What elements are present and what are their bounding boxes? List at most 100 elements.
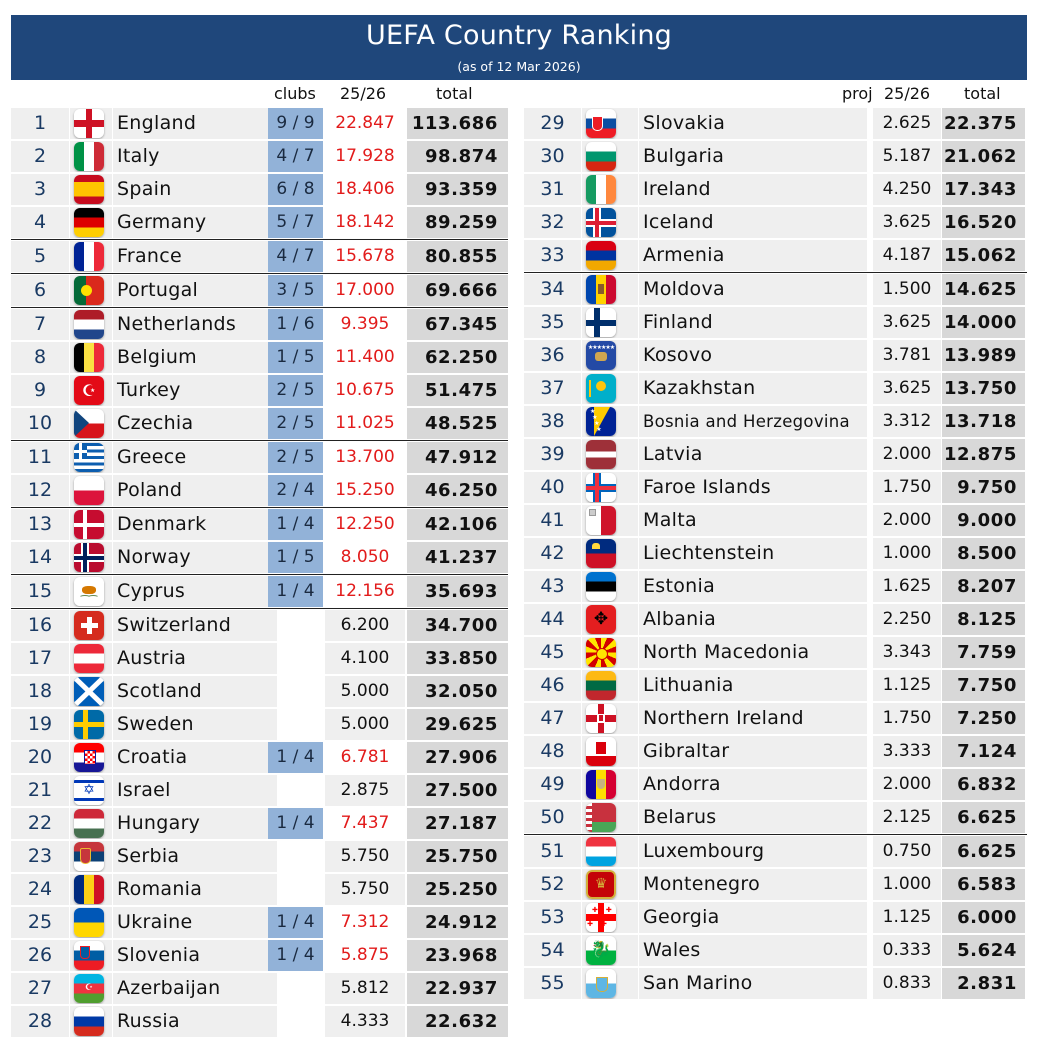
flag-cell: [70, 408, 112, 439]
flag-cell: ✡: [70, 775, 112, 806]
season-points: 5.875: [340, 945, 390, 965]
table-row: 37 Kazakhstan 3.625 13.750: [524, 372, 1027, 405]
clubs-cell: 1 / 4: [268, 576, 323, 607]
clubs-cell: 2 / 5: [268, 375, 323, 406]
rank-cell: 43: [524, 571, 581, 602]
flag-cell: [582, 207, 638, 238]
flag-cell: [70, 442, 112, 473]
clubs-cell: [268, 709, 323, 740]
total-points: 24.912: [407, 907, 508, 938]
moldova-flag-icon: [586, 275, 616, 304]
rank-cell: 30: [524, 141, 581, 172]
clubs-cell: [268, 643, 323, 674]
season-points: 11.025: [335, 413, 395, 433]
total-points: 47.912: [407, 442, 508, 473]
country-name: Denmark: [113, 509, 277, 540]
georgia-flag-icon: ✚✚✚✚: [586, 903, 616, 932]
season-points: 5.000: [325, 709, 405, 740]
page-title: UEFA Country Ranking: [366, 20, 672, 51]
projected-points: 1.750: [873, 472, 941, 503]
country-name: Switzerland: [113, 610, 277, 641]
switzerland-flag-icon: [74, 611, 104, 640]
country-name: Slovenia: [113, 940, 277, 971]
table-row: 13 Denmark 1 / 4 12.250 42.106: [11, 507, 508, 541]
rank-cell: 37: [524, 373, 581, 404]
liechtenstein-flag-icon: [586, 539, 616, 568]
total-points: 33.850: [407, 643, 508, 674]
flag-cell: [582, 670, 638, 701]
flag-cell: [70, 108, 112, 139]
total-points: 22.632: [407, 1006, 508, 1037]
total-points: 27.906: [407, 742, 508, 773]
rank-cell: 17: [11, 643, 69, 674]
country-name: Albania: [639, 604, 867, 635]
rank-cell: 40: [524, 472, 581, 503]
faroe-islands-flag-icon: [586, 473, 616, 502]
country-name: Wales: [639, 935, 867, 966]
season-column-header: 25/26: [340, 84, 387, 103]
turkey-flag-icon: ☪: [74, 376, 104, 405]
flag-cell: ♛: [582, 869, 638, 900]
table-row: 22 Hungary 1 / 4 7.437 27.187: [11, 807, 508, 840]
total-points: 8.207: [942, 571, 1025, 602]
total-points: 13.718: [942, 406, 1025, 437]
rank-cell: 3: [11, 174, 69, 205]
rank-cell: 53: [524, 902, 581, 933]
total-points: 2.831: [942, 968, 1025, 999]
clubs-cell: 2 / 4: [268, 475, 323, 506]
table-row: 20 Croatia 1 / 4 6.781 27.906: [11, 741, 508, 774]
country-name: Gibraltar: [639, 736, 867, 767]
season-points: 5.750: [325, 874, 405, 905]
rank-cell: 48: [524, 736, 581, 767]
projected-points: 1.125: [873, 902, 941, 933]
projected-points: 2.125: [873, 802, 941, 833]
rank-cell: 29: [524, 108, 581, 139]
table-row: 51 Luxembourg 0.750 6.625: [524, 834, 1027, 868]
flag-cell: [582, 736, 638, 767]
clubs-cell: [268, 775, 323, 806]
table-row: 38 ★ ★ ★ ★ Bosnia and Herzegovina 3.312 13.7…: [524, 405, 1027, 438]
rank-cell: 18: [11, 676, 69, 707]
rank-cell: 41: [524, 505, 581, 536]
projected-points: 1.625: [873, 571, 941, 602]
total-points: 7.750: [942, 670, 1025, 701]
country-name: Andorra: [639, 769, 867, 800]
sweden-flag-icon: [74, 710, 104, 739]
table-row: 48 Gibraltar 3.333 7.124: [524, 735, 1027, 768]
country-name: Turkey: [113, 375, 277, 406]
country-name: Croatia: [113, 742, 277, 773]
table-row: 43 Estonia 1.625 8.207: [524, 570, 1027, 603]
projected-points: 1.750: [873, 703, 941, 734]
clubs-cell: 2 / 5: [268, 442, 323, 473]
season-points: 9.395: [340, 314, 390, 334]
rank-cell: 22: [11, 808, 69, 839]
clubs-cell: 4 / 7: [268, 141, 323, 172]
country-name: Georgia: [639, 902, 867, 933]
kazakhstan-flag-icon: [586, 374, 616, 403]
table-row: 2 Italy 4 / 7 17.928 98.874: [11, 140, 508, 173]
flag-cell: [582, 307, 638, 338]
country-name: Israel: [113, 775, 277, 806]
country-name: Czechia: [113, 408, 277, 439]
total-points: 42.106: [407, 509, 508, 540]
projected-points: 0.333: [873, 935, 941, 966]
slovakia-flag-icon: [586, 109, 616, 138]
flag-cell: [70, 509, 112, 540]
cyprus-flag-icon: ⁀⁀: [74, 577, 104, 606]
flag-cell: ✥: [582, 604, 638, 635]
albania-flag-icon: ✥: [586, 605, 616, 634]
rank-cell: 24: [11, 874, 69, 905]
rank-cell: 46: [524, 670, 581, 701]
country-name: Ukraine: [113, 907, 277, 938]
projected-points: 2.625: [873, 108, 941, 139]
flag-cell: [582, 373, 638, 404]
season-points: 5.750: [325, 841, 405, 872]
table-row: 39 Latvia 2.000 12.875: [524, 438, 1027, 471]
flag-cell: [582, 108, 638, 139]
total-points: 22.937: [407, 973, 508, 1004]
table-row: 36 ★★★★★★ Kosovo 3.781 13.989: [524, 339, 1027, 372]
serbia-flag-icon: [74, 842, 104, 871]
rank-cell: 5: [11, 241, 69, 272]
country-name: Kazakhstan: [639, 373, 867, 404]
rank-cell: 36: [524, 340, 581, 371]
